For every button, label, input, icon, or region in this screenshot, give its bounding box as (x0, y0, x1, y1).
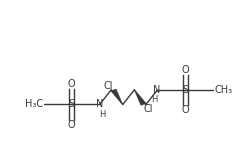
Text: S: S (69, 99, 75, 110)
Polygon shape (134, 90, 146, 105)
Text: N: N (153, 85, 161, 95)
Text: O: O (181, 105, 189, 115)
Text: CH₃: CH₃ (214, 85, 232, 95)
Text: O: O (181, 65, 189, 75)
Text: H: H (152, 95, 158, 104)
Text: H₃C: H₃C (25, 99, 43, 110)
Polygon shape (111, 89, 123, 104)
Text: S: S (182, 85, 188, 95)
Text: N: N (96, 99, 104, 109)
Text: O: O (68, 120, 76, 130)
Text: H: H (99, 110, 105, 119)
Text: O: O (68, 79, 76, 89)
Text: Cl: Cl (143, 104, 152, 114)
Text: Cl: Cl (104, 81, 113, 91)
